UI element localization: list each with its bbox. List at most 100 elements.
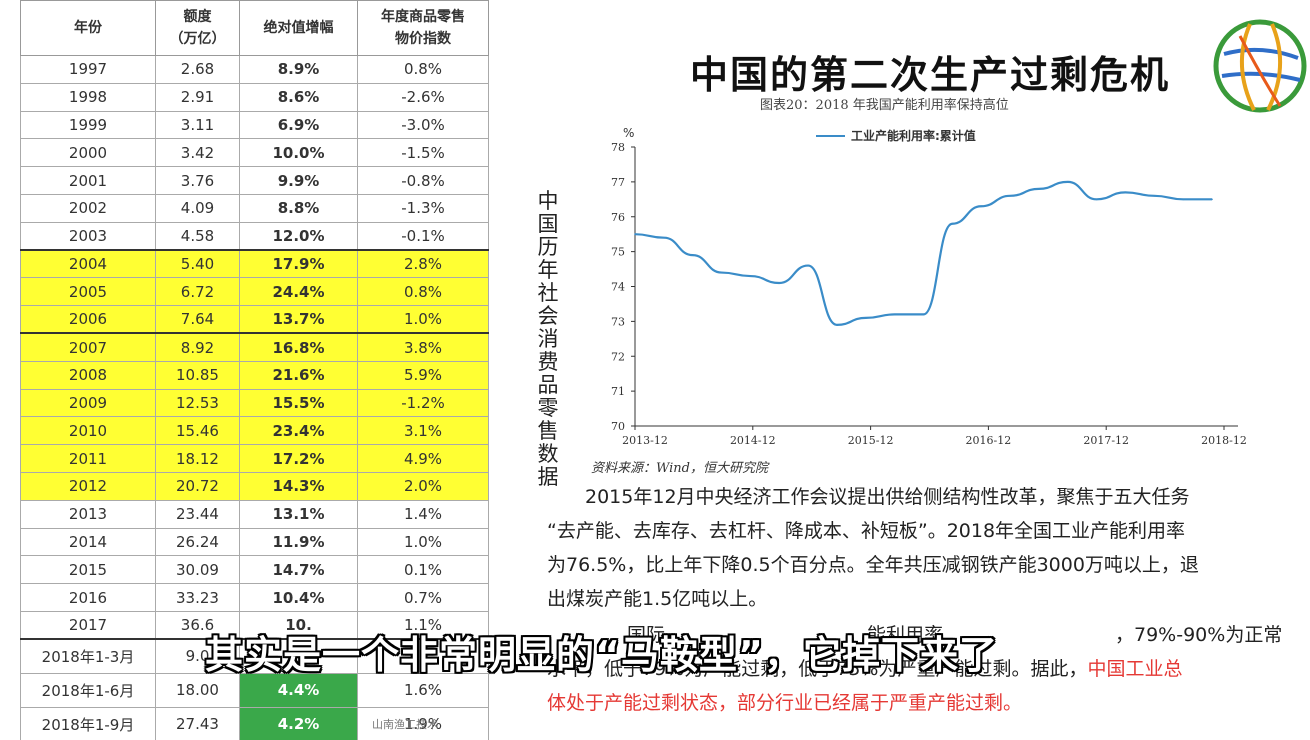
table-row: 2005 6.72 24.4% 0.8% xyxy=(20,277,489,307)
data-point xyxy=(1153,195,1156,197)
vertical-title-char: 品 xyxy=(537,373,559,397)
data-point xyxy=(951,222,954,225)
y-tick-label: 72 xyxy=(611,350,625,363)
cell-amount: 30.09 xyxy=(155,555,240,585)
table-row: 2015 30.09 14.7% 0.1% xyxy=(20,555,489,585)
data-point xyxy=(893,313,896,316)
vertical-title-char: 会 xyxy=(537,304,559,328)
data-point xyxy=(980,205,982,208)
cell-index: 1.9% xyxy=(357,706,489,740)
cell-index: -0.8% xyxy=(357,166,489,195)
cell-growth: 15.5% xyxy=(239,388,358,418)
cell-growth: 4.4% xyxy=(239,672,358,708)
cell-amount: 20.72 xyxy=(155,471,240,501)
cell-index: 3.8% xyxy=(357,332,489,362)
cell-index: 3.1% xyxy=(357,416,489,446)
cell-year: 1997 xyxy=(20,55,156,84)
cell-index: 5.9% xyxy=(357,360,489,390)
cell-year: 2014 xyxy=(20,527,156,557)
table-row: 2018年1-3月 9.0 xyxy=(20,638,489,674)
table-row: 2018年1-6月 18.00 4.4% 1.6% xyxy=(20,672,489,708)
y-axis-label: % xyxy=(623,126,634,140)
table-row: 2006 7.64 13.7% 1.0% xyxy=(20,305,489,334)
cell-year: 2003 xyxy=(20,221,156,251)
vertical-title-char: 中 xyxy=(537,189,559,213)
data-point xyxy=(1038,188,1040,190)
cell-index: 1.6% xyxy=(357,672,489,708)
vertical-table-title: 中国历年社会消费品零售数据 xyxy=(533,190,563,489)
chart-source: 资料来源：Wind，恒大研究院 xyxy=(591,461,768,476)
header-amount-text: 额度 （万亿） xyxy=(169,9,226,47)
vertical-title-char: 年 xyxy=(537,258,559,282)
cell-growth: 17.2% xyxy=(239,444,358,473)
table-row: 2014 26.24 11.9% 1.0% xyxy=(20,527,489,557)
data-point xyxy=(1066,181,1069,183)
cell-year: 2016 xyxy=(20,583,156,612)
cell-growth: 4.2% xyxy=(239,706,358,740)
cell-index: 0.7% xyxy=(357,583,489,612)
y-tick-label: 75 xyxy=(611,246,625,259)
cell-growth: 9.9% xyxy=(239,166,358,195)
cell-year: 2005 xyxy=(20,277,156,307)
table-row: 2001 3.76 9.9% -0.8% xyxy=(20,166,489,195)
para2-line2-text: 水平，低于79%为产能过剩，低于75%为严重产能过剩。据此， xyxy=(547,658,1088,680)
cell-year: 2009 xyxy=(20,388,156,418)
y-tick-label: 71 xyxy=(611,385,625,398)
cell-amount: 26.24 xyxy=(155,527,240,557)
x-tick-label: 2016-12 xyxy=(966,434,1012,447)
table-row: 2004 5.40 17.9% 2.8% xyxy=(20,249,489,279)
cell-index: -1.3% xyxy=(357,193,489,223)
vertical-title-char: 国 xyxy=(537,212,559,236)
cell-year: 2018年1-6月 xyxy=(20,672,156,708)
data-point xyxy=(1124,191,1127,194)
vertical-title-char: 售 xyxy=(537,419,559,443)
cell-growth: 8.6% xyxy=(239,82,358,112)
para1-line1: 2015年12月中央经济工作会议提出供给侧结构性改革，聚焦于五大任务 xyxy=(585,486,1190,508)
cell-index: 1.0% xyxy=(357,527,489,557)
cell-year: 2015 xyxy=(20,555,156,585)
cell-index: 1.4% xyxy=(357,499,489,529)
page-title: 中国的第二次生产过剩危机 xyxy=(690,53,1171,97)
y-tick-label: 76 xyxy=(611,211,625,224)
data-point xyxy=(691,254,694,256)
cell-growth: 8.9% xyxy=(239,55,358,84)
cell-growth: 13.1% xyxy=(239,499,358,529)
header-year: 年份 xyxy=(20,0,156,56)
cell-growth: 23.4% xyxy=(239,416,358,446)
x-tick-label: 2018-12 xyxy=(1201,434,1247,447)
para1-line4: 出煤炭产能1.5亿吨以上。 xyxy=(547,588,768,610)
header-growth: 绝对值增幅 xyxy=(239,0,358,56)
y-tick-label: 77 xyxy=(611,176,625,189)
para2-line2-red: 中国工业总 xyxy=(1087,658,1183,680)
data-point xyxy=(922,313,925,316)
para2-fragment-b: 能利用率 xyxy=(867,624,944,646)
data-point xyxy=(1211,198,1213,201)
cell-year: 2002 xyxy=(20,193,156,223)
vertical-title-char: 社 xyxy=(537,281,559,305)
video-subtitle: 其实是一个非常明显的“马鞍型”，它掉下来了 xyxy=(205,633,998,677)
data-point xyxy=(634,233,636,235)
cell-amount: 12.53 xyxy=(155,388,240,418)
data-point xyxy=(1182,198,1184,201)
vertical-title-char: 据 xyxy=(537,465,559,489)
y-tick-label: 73 xyxy=(611,315,625,328)
table-row: 2013 23.44 13.1% 1.4% xyxy=(20,499,489,529)
cell-amount: 3.42 xyxy=(155,138,240,168)
cell-amount: 2.68 xyxy=(155,55,240,84)
vertical-title-char: 历 xyxy=(537,235,559,259)
cell-growth: 21.6% xyxy=(239,360,358,390)
cell-amount: 4.58 xyxy=(155,221,240,251)
capacity-utilization-chart: 70 71 72 73 74 75 76 77 78% 2013-12 2014-12 2015-12… xyxy=(611,126,1247,447)
cell-growth: 16.8% xyxy=(239,332,358,362)
para1-line3: 为76.5%，比上年下降0.5个百分点。全年共压减钢铁产能3000万吨以上，退 xyxy=(547,554,1199,576)
cell-index: 0.1% xyxy=(357,555,489,585)
cell-year: 2001 xyxy=(20,166,156,195)
vertical-title-char: 数 xyxy=(537,442,559,466)
table-row: 2008 10.85 21.6% 5.9% xyxy=(20,360,489,390)
cell-growth: 24.4% xyxy=(239,277,358,307)
vertical-title-char: 零 xyxy=(537,396,559,420)
table-row: 2002 4.09 8.8% -1.3% xyxy=(20,193,489,223)
table-row: 2003 4.58 12.0% -0.1% xyxy=(20,221,489,251)
y-tick-label: 78 xyxy=(611,141,625,154)
cell-growth: 6.9% xyxy=(239,110,358,140)
